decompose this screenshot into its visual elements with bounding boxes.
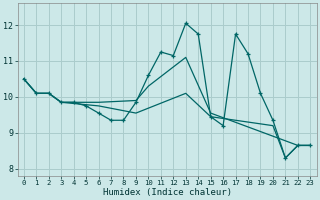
X-axis label: Humidex (Indice chaleur): Humidex (Indice chaleur) [103,188,232,197]
